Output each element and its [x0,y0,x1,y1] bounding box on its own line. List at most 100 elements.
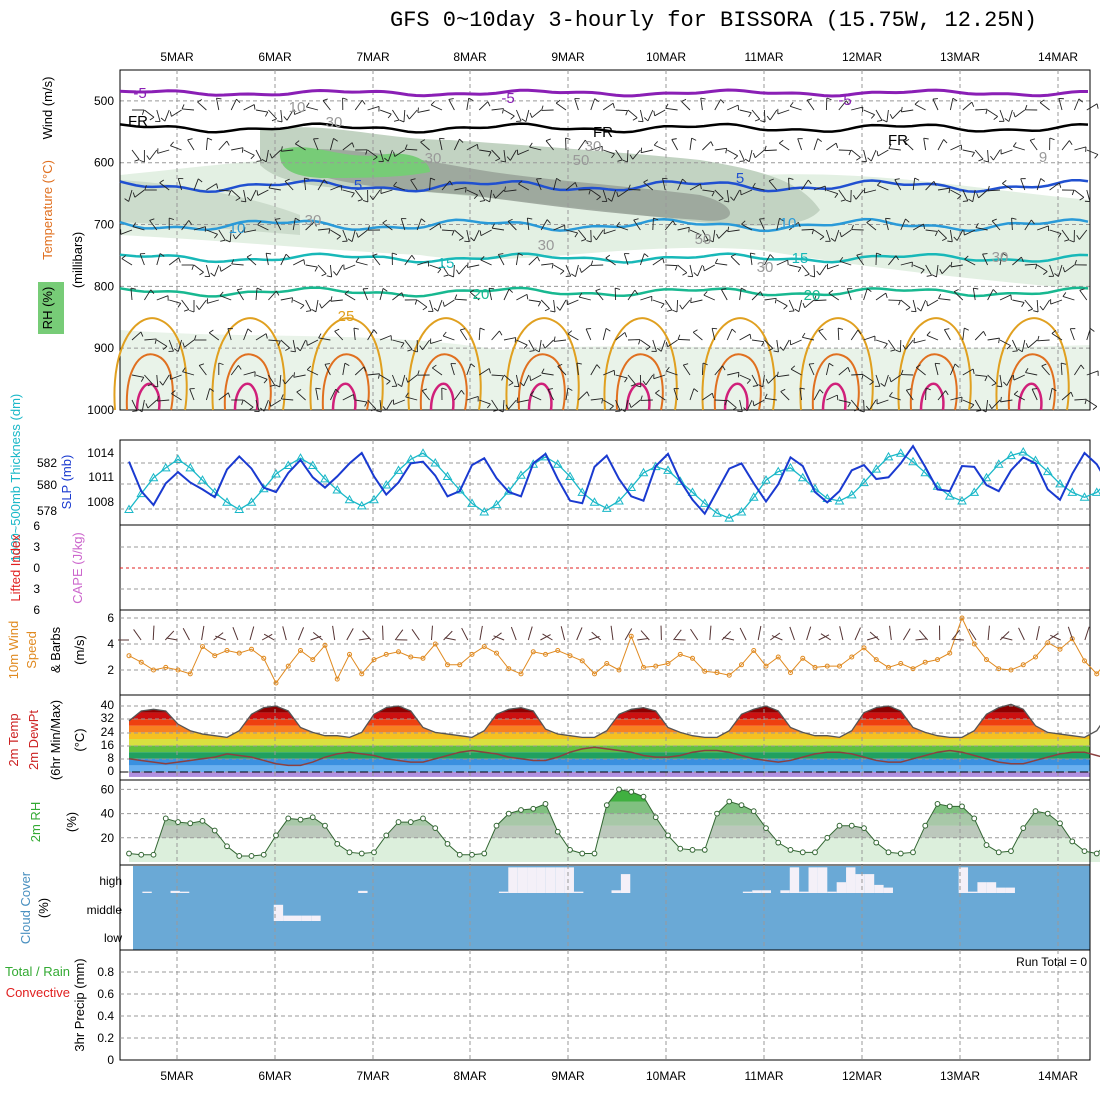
thickness-point [1079,492,1090,501]
wind-barb [602,102,614,111]
wind-barb-flag [257,220,262,226]
wind-barb [1012,299,1025,303]
wind-barb [430,104,443,111]
wind-barb [999,109,1005,122]
wind-barb-flag [282,379,286,385]
temp-tick-label: 24 [101,725,115,739]
wind-barb-flag [788,177,794,180]
isotherm-30-contour [419,353,468,411]
thickness-point [908,456,918,466]
wind-barb [503,374,514,384]
cloud-level-label: middle [87,903,123,917]
wind-barb [429,177,431,191]
wind-barb-flag [1013,112,1016,118]
wind-barb-flag [758,384,763,388]
wind-barb [890,374,902,383]
wind-barb-flag [780,388,786,392]
rh2m-point [848,822,855,829]
wind-barb [525,109,530,122]
contour-label: 30 [305,212,322,229]
wind-barb [818,330,827,341]
wind-barb-flag [448,274,454,278]
wind-barb [987,337,1000,341]
wind-barb [329,138,334,151]
wind-barb [292,259,305,266]
wind-speed-point [126,653,132,659]
wind-barb-flag [727,226,730,232]
wind-barb [502,399,505,413]
wind-barb [739,399,743,412]
wind-barb [771,635,783,641]
wind-barb [905,339,914,350]
wind-barb-flag [724,400,728,406]
wind-barb [1037,339,1050,342]
wind-barb-flag [885,292,888,299]
wind-barb [603,149,615,155]
wind-speed-point [592,671,597,677]
wind-barb-flag [828,289,834,294]
wind-barb [379,288,384,301]
thickness-point [344,494,355,504]
wind-barb [317,179,325,191]
wind-barb-flag [382,219,388,224]
wind-barb [726,399,737,409]
wind-barb [615,149,623,161]
date-bottom-label: 13MAR [940,1069,980,1083]
wind-barb [1029,140,1038,151]
wind-barb-flag [737,372,740,378]
wind-barb [690,628,699,641]
wind-barb-flag [335,388,340,394]
slp-tick-label: 1011 [88,470,114,484]
wind-barb [1042,299,1050,311]
wind-barb [1086,399,1098,407]
wind-barb-flag [1043,271,1048,275]
wind-barb [268,374,276,386]
wind-barb [689,138,693,151]
wind-barb [553,299,556,312]
rh2m-point [665,832,671,839]
wind-barb [778,142,790,151]
wind-barb [739,109,752,114]
wind-barb [690,299,703,304]
wind-barb [1049,182,1060,191]
wind-barb-flag [638,120,644,123]
wind-barb [139,253,145,266]
wind-barb [379,335,392,341]
contour-label: 10 [780,215,797,232]
wind-barb-flag [605,327,611,332]
wind-barb [421,390,430,401]
wind-barb [322,100,331,111]
wind-barb-flag [764,393,768,399]
wind-barb [627,289,636,301]
wind-barb [444,637,456,641]
wind-barb [170,145,182,151]
date-top-label: 6MAR [258,50,292,64]
wind-speed-point [959,615,965,621]
contour-label: 10 [289,99,306,116]
wind-barb-flag [601,398,604,404]
wind-barb-flag [1051,387,1057,392]
wind-barb-flag [506,156,511,161]
wind-barb [748,149,753,162]
wind-barb-flag [544,308,550,312]
wind-barb [746,399,753,412]
wind-barb-flag [938,293,942,299]
wind-barb-flag [333,138,338,142]
wind-barb [769,109,778,121]
cloud-high-bar [761,890,771,893]
wind-barb [442,335,455,341]
wind-barb-flag [193,335,197,341]
wind-barb [263,633,275,641]
thickness-point [442,471,453,480]
wind-barb [1000,149,1013,155]
rh2m-point [481,850,488,857]
wind-barb [218,392,229,401]
wind-barb [654,109,666,117]
wind-barb-flag [240,200,246,203]
wind-barb [198,299,207,310]
cloud-high-bar [986,882,997,893]
wind-speed-point [420,655,426,661]
wind-barb [991,399,1001,409]
wind-barb-flag [130,287,136,290]
contour-label: 20 [804,287,821,304]
